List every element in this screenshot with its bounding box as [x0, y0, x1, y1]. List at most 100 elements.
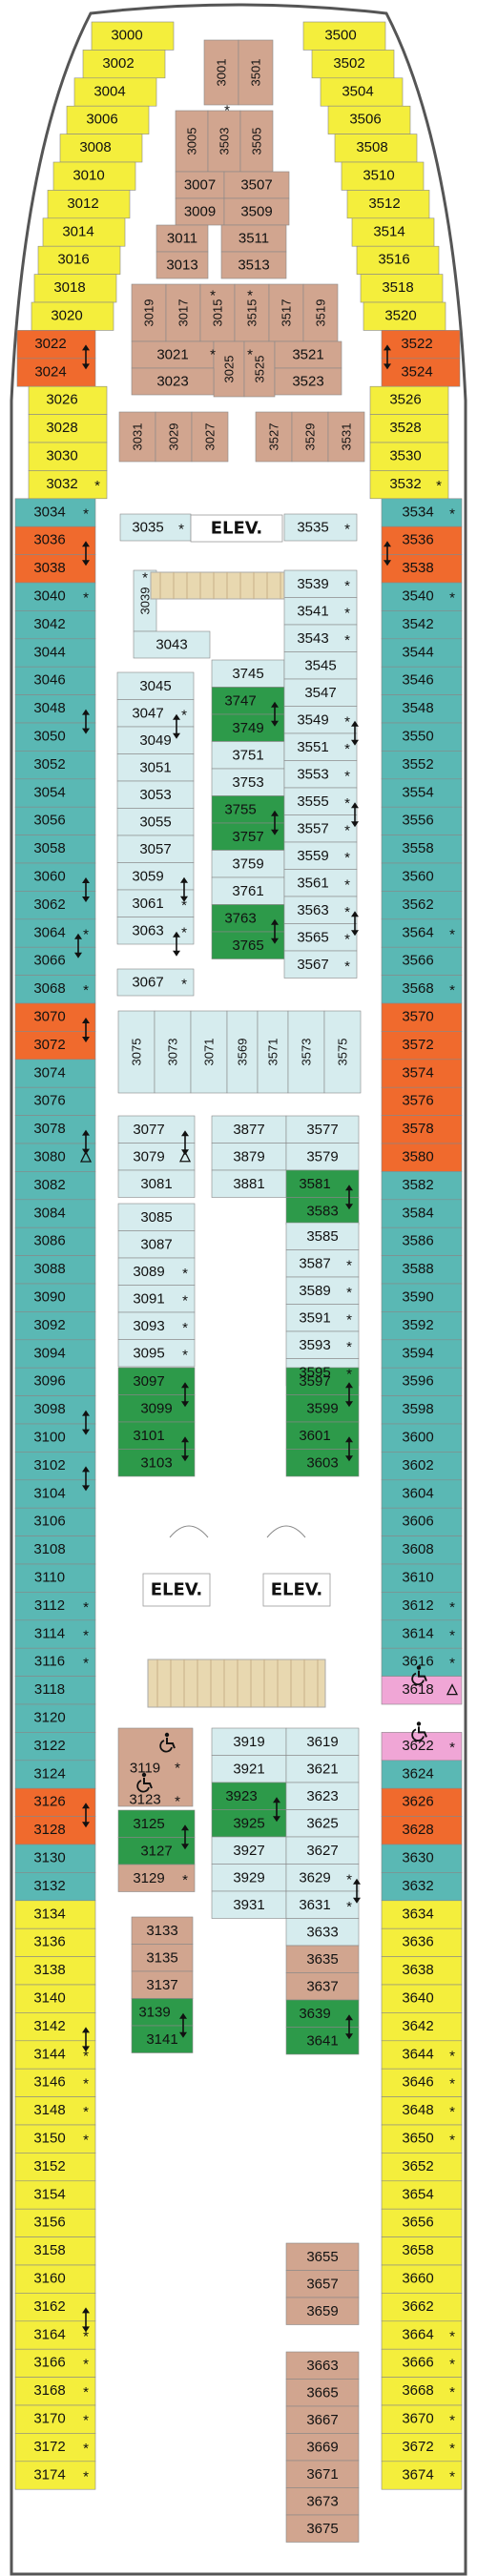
cabin-3581[interactable] — [285, 1169, 360, 1198]
cabin-3044[interactable] — [14, 638, 96, 668]
cabin-3522[interactable] — [381, 330, 461, 360]
cabin-3057[interactable] — [116, 835, 195, 863]
cabin-3119-block[interactable] — [117, 1727, 194, 1807]
cabin-3525[interactable] — [243, 340, 276, 398]
cabin-3079[interactable] — [117, 1143, 196, 1171]
cabin-3604[interactable] — [381, 1479, 463, 1509]
cabin-3765[interactable] — [211, 931, 285, 959]
cabin-3640[interactable] — [381, 1984, 463, 2013]
cabin-3544[interactable] — [381, 638, 463, 668]
cabin-3063[interactable] — [116, 917, 195, 945]
cabin-3561[interactable] — [283, 869, 358, 897]
cabin-3624[interactable] — [381, 1760, 463, 1789]
cabin-3565[interactable] — [283, 923, 358, 952]
cabin-3038[interactable] — [14, 554, 96, 584]
cabin-3110[interactable] — [14, 1563, 96, 1593]
cabin-3516[interactable] — [356, 245, 440, 275]
cabin-3549[interactable] — [283, 706, 358, 734]
cabin-3510[interactable] — [341, 161, 425, 191]
cabin-3546[interactable] — [381, 666, 463, 695]
cabin-3541[interactable] — [283, 597, 358, 626]
cabin-3558[interactable] — [381, 835, 463, 864]
cabin-3529[interactable] — [291, 411, 329, 463]
cabin-3665[interactable] — [285, 2379, 360, 2407]
cabin-3589[interactable] — [285, 1276, 360, 1305]
cabin-3085[interactable] — [117, 1203, 196, 1231]
cabin-3010[interactable] — [52, 161, 136, 191]
cabin-3528[interactable] — [369, 414, 449, 443]
cabin-3101[interactable] — [117, 1421, 196, 1450]
cabin-3655[interactable] — [285, 2242, 360, 2271]
cabin-3582[interactable] — [381, 1171, 463, 1201]
cabin-3015[interactable] — [199, 283, 236, 342]
cabin-3027[interactable] — [191, 411, 229, 463]
cabin-3019[interactable] — [131, 283, 167, 342]
cabin-3081[interactable] — [117, 1169, 196, 1198]
cabin-3641[interactable] — [285, 2027, 360, 2055]
cabin-3073[interactable] — [154, 1010, 192, 1094]
cabin-3593[interactable] — [285, 1330, 360, 1359]
cabin-3567[interactable] — [283, 950, 358, 979]
cabin-3049[interactable] — [116, 726, 195, 754]
cabin-3667[interactable] — [285, 2405, 360, 2434]
cabin-3134[interactable] — [14, 1900, 96, 1929]
cabin-3515[interactable] — [234, 283, 270, 342]
cabin-3094[interactable] — [14, 1339, 96, 1369]
cabin-3004[interactable] — [73, 77, 157, 107]
cabin-3635[interactable] — [285, 1945, 360, 1973]
cabin-3652[interactable] — [381, 2153, 463, 2182]
cabin-3032[interactable] — [28, 470, 108, 500]
cabin-3644[interactable] — [381, 2040, 463, 2070]
cabin-3524[interactable] — [381, 358, 461, 387]
cabin-3668[interactable] — [381, 2377, 463, 2406]
cabin-3067[interactable] — [116, 968, 195, 997]
cabin-3164[interactable] — [14, 2320, 96, 2350]
cabin-3618[interactable] — [381, 1676, 463, 1705]
cabin-3580[interactable] — [381, 1143, 463, 1172]
cabin-3586[interactable] — [381, 1226, 463, 1256]
cabin-3086[interactable] — [14, 1226, 96, 1256]
cabin-3642[interactable] — [381, 2012, 463, 2042]
cabin-3671[interactable] — [285, 2460, 360, 2488]
cabin-3014[interactable] — [42, 217, 126, 247]
cabin-3054[interactable] — [14, 778, 96, 808]
cabin-3152[interactable] — [14, 2153, 96, 2182]
cabin-3078[interactable] — [14, 1115, 96, 1144]
cabin-3132[interactable] — [14, 1872, 96, 1902]
cabin-3632[interactable] — [381, 1872, 463, 1902]
cabin-3658[interactable] — [381, 2236, 463, 2266]
cabin-3137[interactable] — [131, 1970, 194, 1999]
cabin-3563[interactable] — [283, 896, 358, 924]
cabin-3921[interactable] — [211, 1755, 287, 1783]
cabin-3012[interactable] — [47, 190, 131, 219]
cabin-3028[interactable] — [28, 414, 108, 443]
cabin-3062[interactable] — [14, 891, 96, 920]
cabin-3648[interactable] — [381, 2096, 463, 2126]
cabin-3120[interactable] — [14, 1703, 96, 1733]
cabin-3100[interactable] — [14, 1423, 96, 1453]
cabin-3587[interactable] — [285, 1249, 360, 1278]
cabin-3501[interactable] — [238, 39, 274, 106]
cabin-3154[interactable] — [14, 2180, 96, 2210]
cabin-3535[interactable] — [283, 513, 358, 542]
cabin-3674[interactable] — [381, 2461, 463, 2490]
cabin-3531[interactable] — [327, 411, 365, 463]
cabin-3142[interactable] — [14, 2012, 96, 2042]
cabin-3592[interactable] — [381, 1311, 463, 1341]
cabin-3527[interactable] — [255, 411, 293, 463]
cabin-3675[interactable] — [285, 2514, 360, 2543]
cabin-3543[interactable] — [283, 624, 358, 652]
cabin-3098[interactable] — [14, 1395, 96, 1425]
cabin-3584[interactable] — [381, 1199, 463, 1228]
cabin-3927[interactable] — [211, 1836, 287, 1865]
cabin-3629[interactable] — [285, 1864, 360, 1892]
cabin-3560[interactable] — [381, 862, 463, 892]
cabin-3016[interactable] — [37, 245, 121, 275]
cabin-3056[interactable] — [14, 806, 96, 835]
cabin-3925[interactable] — [211, 1809, 287, 1838]
cabin-3540[interactable] — [381, 582, 463, 611]
cabin-3006[interactable] — [66, 105, 150, 134]
cabin-3068[interactable] — [14, 975, 96, 1004]
cabin-3626[interactable] — [381, 1787, 463, 1817]
cabin-3519[interactable] — [302, 283, 339, 342]
